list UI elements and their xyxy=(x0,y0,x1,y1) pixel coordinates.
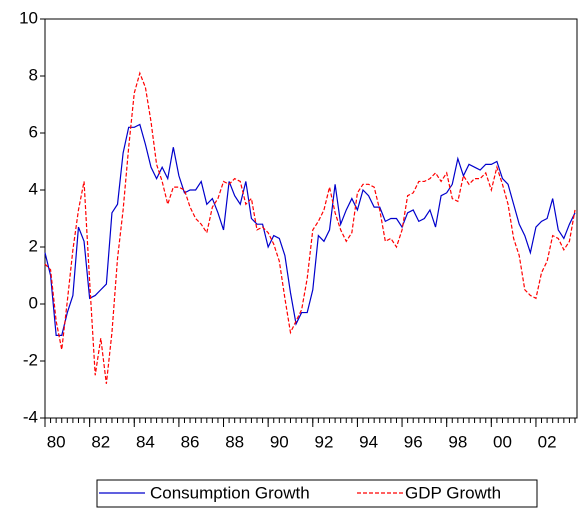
x-tick-label: 94 xyxy=(359,432,378,451)
series-line xyxy=(44,123,576,336)
x-tick-label: 96 xyxy=(404,432,423,451)
x-tick-label: 98 xyxy=(448,432,467,451)
y-tick-label: 0 xyxy=(29,293,38,312)
y-tick-label: -2 xyxy=(23,350,38,369)
series-line xyxy=(44,71,576,384)
x-tick-label: 86 xyxy=(181,432,200,451)
y-tick-label: 8 xyxy=(29,65,38,84)
y-tick-label: 6 xyxy=(29,122,38,141)
y-tick-label: 2 xyxy=(29,236,38,255)
y-tick-label: 10 xyxy=(19,8,38,27)
x-tick-label: 84 xyxy=(136,432,155,451)
x-tick-label: 80 xyxy=(47,432,66,451)
x-tick-label: 92 xyxy=(314,432,333,451)
x-tick-label: 82 xyxy=(91,432,110,451)
x-tick-label: 00 xyxy=(493,432,512,451)
x-tick-label: 88 xyxy=(225,432,244,451)
y-tick-label: 4 xyxy=(29,179,38,198)
x-tick-label: 02 xyxy=(538,432,557,451)
plot-frame xyxy=(44,18,578,419)
legend-label: Consumption Growth xyxy=(150,483,310,502)
x-tick-label: 90 xyxy=(270,432,289,451)
y-tick-label: -4 xyxy=(23,407,38,426)
legend-label: GDP Growth xyxy=(405,483,501,502)
legend-box xyxy=(96,479,538,508)
